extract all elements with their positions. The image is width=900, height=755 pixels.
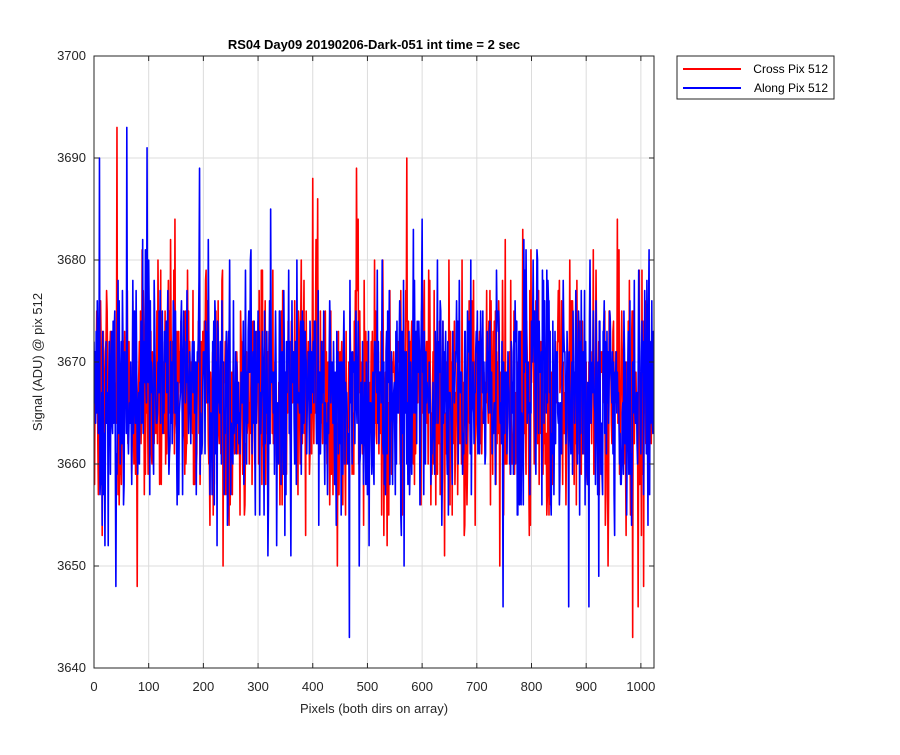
- x-tick-label: 800: [521, 679, 543, 694]
- x-tick-label: 200: [193, 679, 215, 694]
- series-line-along-pix-512: [94, 126, 654, 639]
- legend-label-cross: Cross Pix 512: [753, 62, 828, 76]
- legend-label-along: Along Pix 512: [754, 81, 828, 95]
- series-group: [94, 126, 654, 639]
- legend: Cross Pix 512 Along Pix 512: [676, 55, 835, 100]
- y-tick-label: 3660: [57, 456, 86, 471]
- x-tick-label: 0: [90, 679, 97, 694]
- x-axis-label: Pixels (both dirs on array): [300, 701, 448, 716]
- y-tick-label: 3690: [57, 150, 86, 165]
- y-tick-label: 3650: [57, 558, 86, 573]
- y-tick-label: 3680: [57, 252, 86, 267]
- x-tick-label: 900: [575, 679, 597, 694]
- x-tick-label: 700: [466, 679, 488, 694]
- y-tick-label: 3670: [57, 354, 86, 369]
- tick-labels: 0 100 200 300 400 500 600 700 800 900 1000 3640 3650…: [57, 48, 655, 694]
- x-tick-label: 500: [357, 679, 379, 694]
- ticks: [93, 55, 654, 669]
- chart-title: RS04 Day09 20190206-Dark-051 int time = …: [228, 37, 520, 52]
- x-tick-label: 300: [247, 679, 269, 694]
- x-tick-label: 600: [411, 679, 433, 694]
- x-tick-label: 400: [302, 679, 324, 694]
- y-tick-label: 3700: [57, 48, 86, 63]
- legend-box: [676, 55, 835, 100]
- x-tick-label: 1000: [626, 679, 655, 694]
- y-axis-label: Signal (ADU) @ pix 512: [30, 293, 45, 431]
- y-tick-label: 3640: [57, 660, 86, 675]
- x-tick-label: 100: [138, 679, 160, 694]
